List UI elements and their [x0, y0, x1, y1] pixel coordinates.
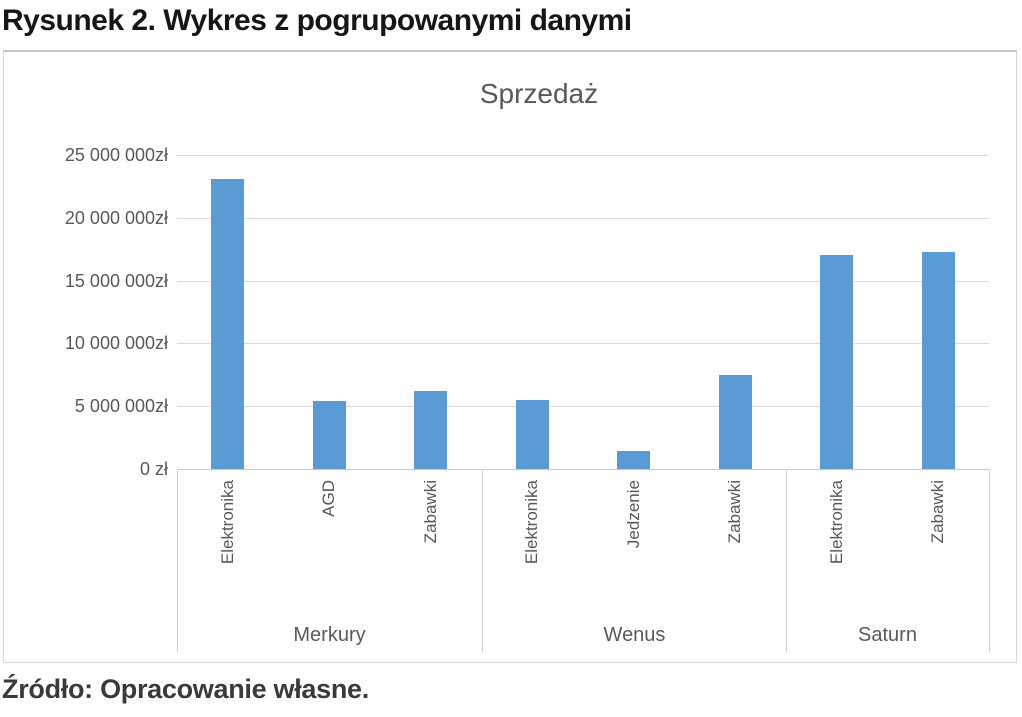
- gridline: [177, 406, 989, 407]
- bar-wenus-zabawki: [719, 375, 752, 469]
- y-axis-tick-label: 15 000 000zł: [64, 271, 168, 291]
- gridline: [177, 155, 989, 156]
- category-axis-divider: [482, 469, 483, 652]
- group-label: Merkury: [293, 624, 366, 646]
- y-axis-tick-label: 25 000 000zł: [64, 145, 168, 165]
- group-label: Saturn: [858, 624, 917, 646]
- bar-wenus-elektronika: [516, 400, 549, 469]
- y-axis-tick-label: 0 zł: [139, 459, 168, 479]
- bar-saturn-elektronika: [820, 255, 853, 469]
- group-label: Wenus: [603, 624, 666, 646]
- category-label: Jedzenie: [624, 480, 643, 549]
- category-axis-divider: [786, 469, 787, 652]
- category-label: AGD: [319, 480, 338, 517]
- gridline: [177, 281, 989, 282]
- chart-container: Sprzedaż 25 000 000zł 20 000 000zł 15 000 …: [3, 50, 1017, 663]
- x-axis-line: [177, 469, 989, 470]
- source-note: Źródło: Opracowanie własne.: [2, 674, 369, 704]
- chart-title: Sprzedaż: [479, 78, 599, 109]
- category-axis-divider: [177, 469, 178, 652]
- y-axis-tick-label: 10 000 000zł: [64, 333, 168, 353]
- y-axis-tick-label: 5 000 000zł: [74, 396, 168, 416]
- bar-merkury-zabawki: [414, 391, 447, 469]
- y-axis-tick-label: 20 000 000zł: [64, 208, 168, 228]
- bar-merkury-agd: [313, 401, 346, 469]
- category-label: Elektronika: [827, 480, 846, 565]
- bar-wenus-jedzenie: [617, 451, 650, 469]
- gridline: [177, 343, 989, 344]
- category-axis-divider: [989, 469, 990, 652]
- category-label: Zabawki: [421, 480, 440, 544]
- category-label: Elektronika: [218, 480, 237, 565]
- bar-saturn-zabawki: [922, 252, 955, 469]
- category-label: Zabawki: [928, 480, 947, 544]
- bar-merkury-elektronika: [211, 179, 244, 469]
- category-label: Elektronika: [522, 480, 541, 565]
- gridline: [177, 218, 989, 219]
- figure-caption: Rysunek 2. Wykres z pogrupowanymi danymi: [2, 4, 632, 37]
- category-label: Zabawki: [725, 480, 744, 544]
